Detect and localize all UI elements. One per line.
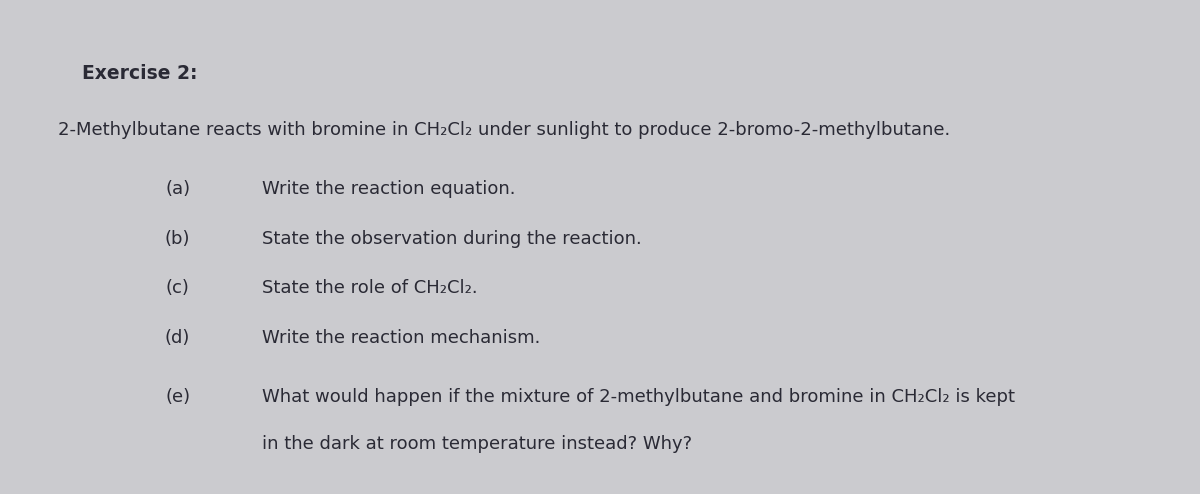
Text: (e): (e) — [166, 388, 190, 406]
Text: State the role of CH₂Cl₂.: State the role of CH₂Cl₂. — [262, 279, 478, 297]
Text: Exercise 2:: Exercise 2: — [82, 64, 197, 83]
Text: Write the reaction mechanism.: Write the reaction mechanism. — [262, 329, 540, 346]
Text: (c): (c) — [166, 279, 190, 297]
Text: (a): (a) — [166, 180, 190, 198]
Text: What would happen if the mixture of 2-methylbutane and bromine in CH₂Cl₂ is kept: What would happen if the mixture of 2-me… — [262, 388, 1015, 406]
Text: (b): (b) — [164, 230, 191, 247]
Text: 2-Methylbutane reacts with bromine in CH₂Cl₂ under sunlight to produce 2-bromo-2: 2-Methylbutane reacts with bromine in CH… — [58, 121, 950, 139]
Text: State the observation during the reaction.: State the observation during the reactio… — [262, 230, 641, 247]
Text: in the dark at room temperature instead? Why?: in the dark at room temperature instead?… — [262, 435, 691, 453]
Text: (d): (d) — [164, 329, 191, 346]
Text: Write the reaction equation.: Write the reaction equation. — [262, 180, 515, 198]
